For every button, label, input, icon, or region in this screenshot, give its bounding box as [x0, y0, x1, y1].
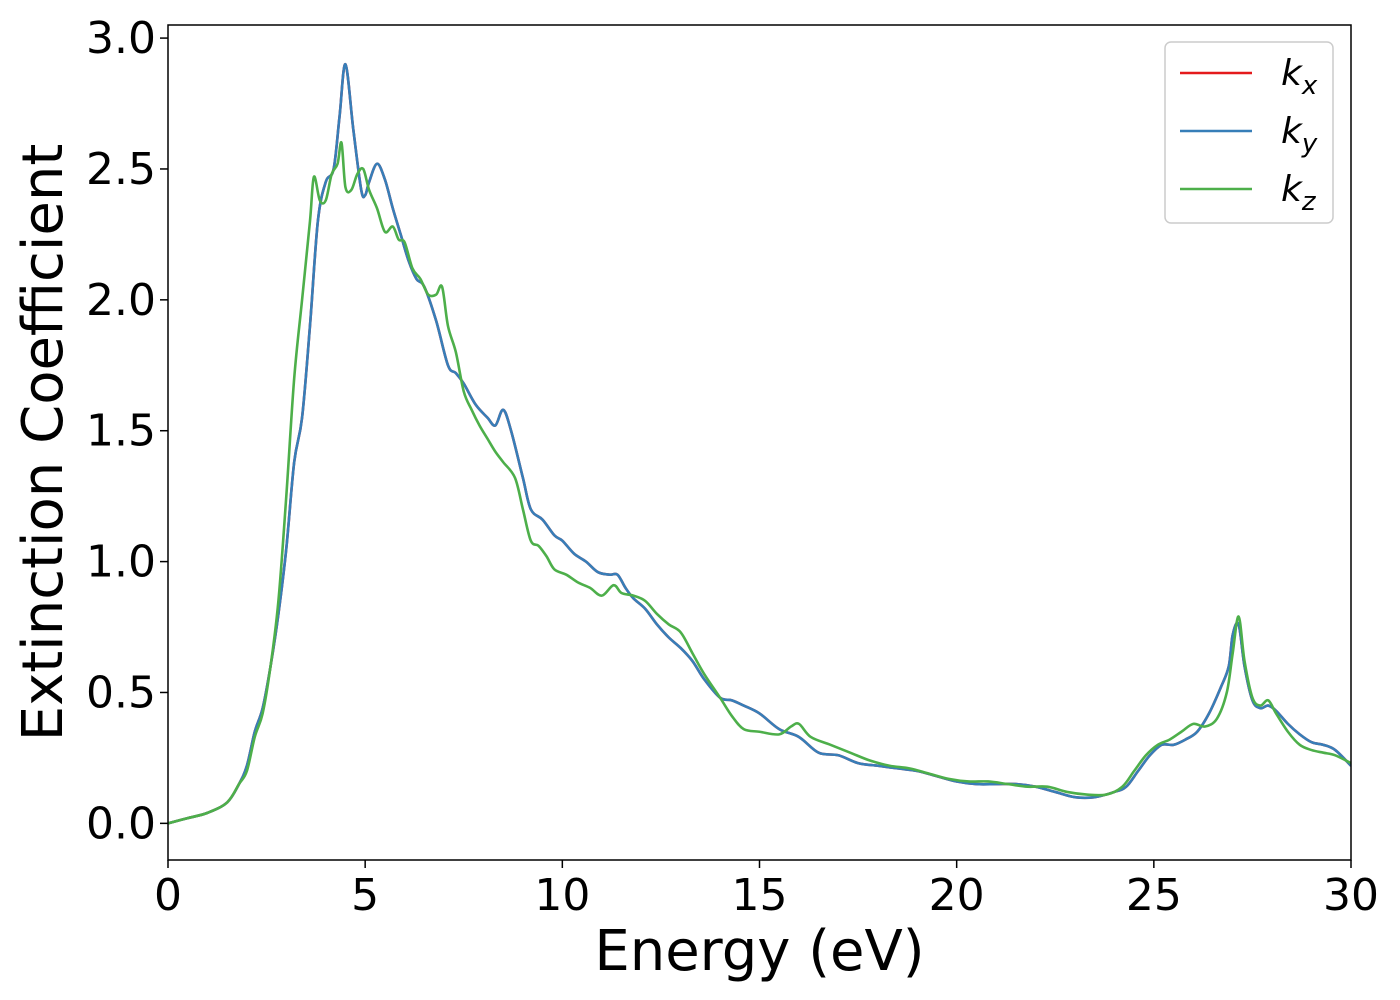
y-axis-title: Extinction Coefficient [11, 144, 76, 742]
series-line-z [168, 141, 1351, 825]
series-line-y [168, 62, 1351, 825]
y-tick-label: 2.5 [86, 144, 156, 195]
x-tick-label: 0 [154, 870, 182, 921]
y-tick-label: 1.5 [86, 406, 156, 457]
legend-label-z: kz [1281, 169, 1317, 217]
legend-box [1164, 41, 1334, 224]
x-tick-label: 25 [1126, 870, 1182, 921]
series-layer [168, 62, 1351, 825]
x-tick-label: 5 [351, 870, 379, 921]
x-tick-label: 30 [1323, 870, 1379, 921]
x-axis: 0 5 10 15 20 25 30 [154, 860, 1379, 921]
y-tick-label: 1.0 [86, 537, 156, 588]
x-axis-title: Energy (eV) [594, 919, 924, 984]
y-tick-label: 0.0 [86, 798, 156, 849]
y-tick-label: 3.0 [86, 13, 156, 64]
x-tick-label: 20 [929, 870, 985, 921]
y-tick-label: 2.0 [86, 275, 156, 326]
y-tick-label: 0.5 [86, 667, 156, 718]
x-tick-label: 15 [732, 870, 788, 921]
legend-label-x: kx [1281, 53, 1318, 101]
x-tick-label: 10 [534, 870, 590, 921]
y-axis: 0.0 0.5 1.0 1.5 2.0 2.5 3.0 [86, 13, 168, 849]
legend-label-y: ky [1281, 111, 1318, 159]
legend: kx ky kz [1164, 41, 1334, 224]
plot-area [168, 62, 1351, 825]
